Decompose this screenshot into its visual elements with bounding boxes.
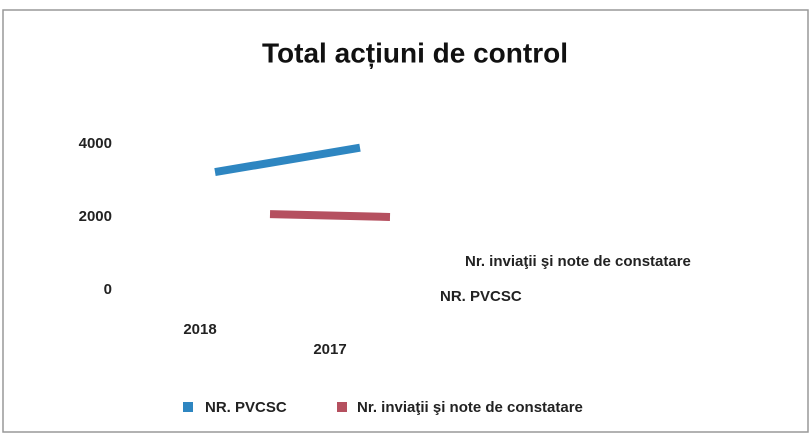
legend-label: Nr. inviaţii şi note de constatare: [357, 399, 583, 416]
line-ribbon: [214, 143, 361, 177]
legend-label: NR. PVCSC: [205, 399, 287, 416]
y-tick-label: 4000: [79, 135, 112, 152]
y-tick-label: 2000: [79, 208, 112, 225]
depth-axis-label: NR. PVCSC: [440, 288, 522, 305]
chart-frame: [2, 9, 809, 433]
line-ribbon: [269, 210, 391, 221]
legend-swatch: [337, 402, 347, 412]
chart-title: Total acțiuni de control: [262, 37, 568, 68]
depth-axis-label: Nr. inviaţii şi note de constatare: [465, 253, 691, 270]
x-tick-label: 2018: [183, 321, 216, 338]
legend-swatch: [183, 402, 193, 412]
x-tick-label: 2017: [313, 341, 346, 358]
y-tick-label: 0: [104, 281, 112, 298]
